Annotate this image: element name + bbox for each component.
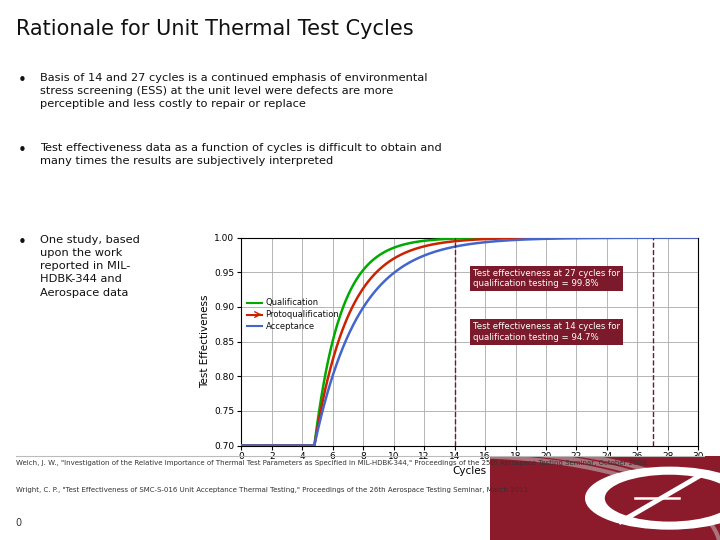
Text: Test effectiveness data as a function of cycles is difficult to obtain and
many : Test effectiveness data as a function of… — [40, 143, 441, 166]
Circle shape — [605, 475, 720, 522]
Text: One study, based
upon the work
reported in MIL-
HDBK-344 and
Aerospace data: One study, based upon the work reported … — [40, 235, 140, 298]
Text: Qualification: Qualification — [266, 298, 319, 307]
Text: Test effectiveness at 27 cycles for
qualification testing = 99.8%: Test effectiveness at 27 cycles for qual… — [473, 269, 620, 288]
Text: •: • — [18, 143, 27, 158]
Text: Wright, C. P., "Test Effectiveness of SMC-S-016 Unit Acceptance Thermal Testing,: Wright, C. P., "Test Effectiveness of SM… — [16, 487, 530, 493]
Text: Test effectiveness at 14 cycles for
qualification testing = 94.7%: Test effectiveness at 14 cycles for qual… — [473, 322, 620, 341]
Text: 0: 0 — [16, 518, 22, 528]
Text: Rationale for Unit Thermal Test Cycles: Rationale for Unit Thermal Test Cycles — [16, 19, 413, 39]
Text: Basis of 14 and 27 cycles is a continued emphasis of environmental
stress screen: Basis of 14 and 27 cycles is a continued… — [40, 73, 427, 109]
Circle shape — [586, 468, 720, 528]
Y-axis label: Test Effectiveness: Test Effectiveness — [200, 295, 210, 388]
Text: •: • — [18, 235, 27, 250]
Text: Welch, J. W., "Investigation of the Relative Importance of Thermal Test Paramete: Welch, J. W., "Investigation of the Rela… — [16, 460, 649, 466]
X-axis label: Cycles: Cycles — [453, 465, 487, 476]
Text: Protoqualification: Protoqualification — [266, 310, 339, 319]
Text: •: • — [18, 73, 27, 88]
Text: Acceptance: Acceptance — [266, 322, 315, 331]
FancyBboxPatch shape — [490, 456, 720, 540]
